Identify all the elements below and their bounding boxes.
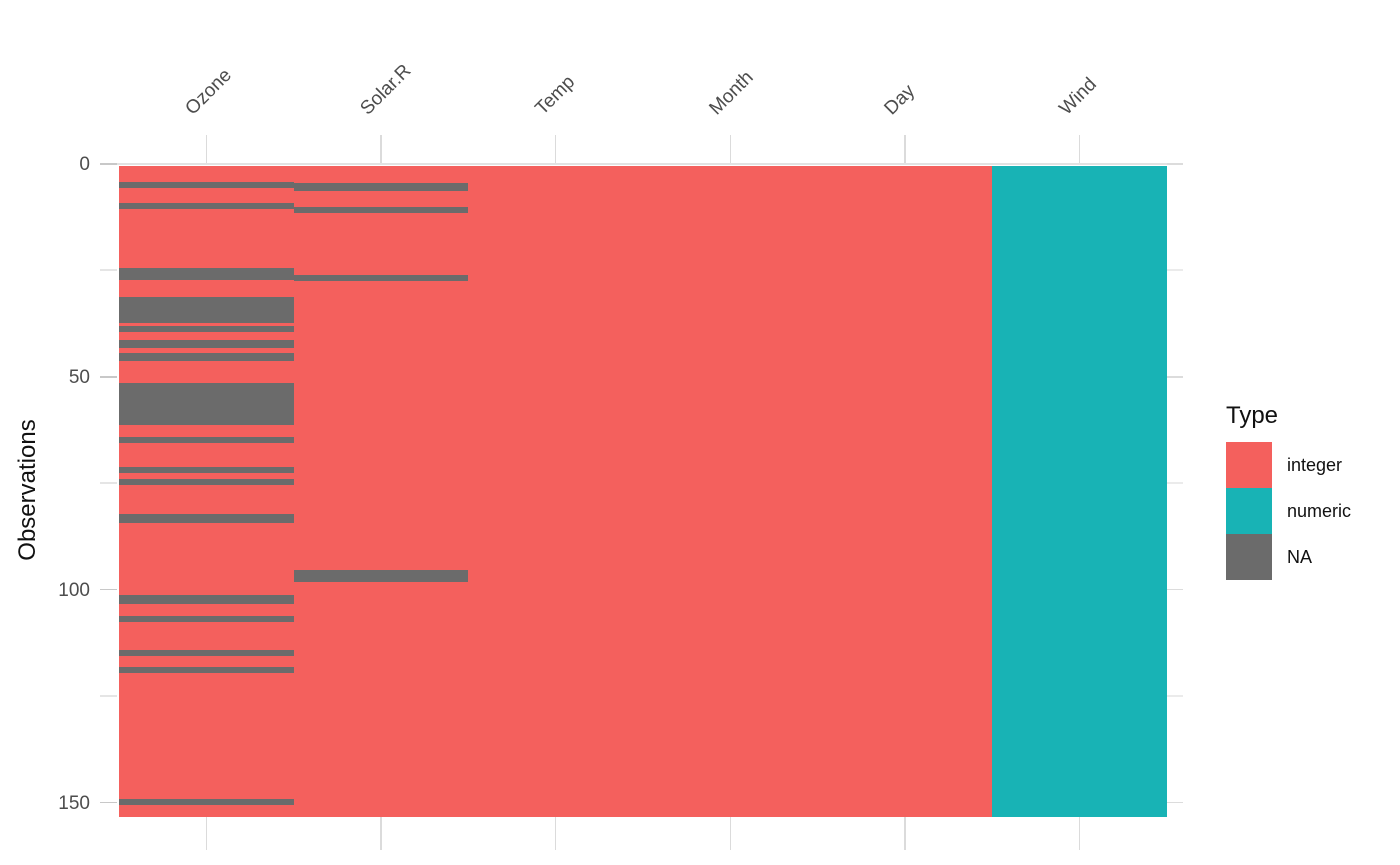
na-stripe-solarr-row-96: [293, 569, 469, 583]
legend-label-integer: integer: [1287, 454, 1343, 475]
x-axis-label-ozone: Ozone: [181, 64, 237, 120]
column-month-integer: [642, 165, 818, 817]
column-solarr-integer: [293, 165, 469, 817]
na-stripe-ozone-row-107: [119, 615, 294, 622]
legend-key-numeric: [1226, 488, 1272, 534]
column-ozone-integer: [119, 165, 294, 817]
na-stripe-ozone-row-42: [119, 339, 294, 349]
x-axis-top-tick: [729, 135, 732, 164]
y-axis-left-tick-minor: [100, 695, 117, 697]
x-axis-bottom-tick: [1078, 817, 1081, 850]
na-stripe-ozone-row-75: [119, 479, 294, 486]
na-stripe-ozone-row-83: [119, 514, 294, 523]
na-stripe-ozone-row-45: [119, 352, 294, 362]
legend: Type integer numeric NA: [1226, 402, 1351, 580]
y-axis-left-tick-minor: [100, 482, 117, 484]
gridline-right-strip-minor: [1166, 269, 1183, 272]
na-stripe-ozone-row-102: [119, 595, 294, 604]
legend-item-integer: integer: [1226, 442, 1351, 488]
na-stripe-ozone-row-39: [119, 326, 294, 333]
na-stripe-solarr-row-11: [293, 207, 469, 214]
column-day-integer: [817, 165, 993, 817]
y-axis-tick-label-150: 150: [58, 792, 90, 814]
x-axis-label-month: Month: [705, 67, 758, 120]
gridline-right-strip-minor: [1166, 695, 1183, 697]
na-stripe-solarr-row-5: [293, 182, 469, 192]
y-axis-tick-label-0: 0: [79, 153, 90, 175]
legend-title: Type: [1226, 402, 1279, 429]
y-axis-left-tick-major: [100, 801, 117, 804]
na-stripe-solarr-row-27: [293, 275, 469, 282]
legend-key-integer: [1226, 442, 1272, 488]
gridline-right-strip-major: [1166, 801, 1183, 804]
legend-label-numeric: numeric: [1287, 500, 1352, 521]
gridline-right-strip-major: [1166, 588, 1183, 591]
plot-panel: [119, 165, 1167, 817]
column-temp-integer: [468, 165, 643, 817]
legend-item-numeric: numeric: [1226, 488, 1351, 534]
y-axis-left-tick-major: [100, 588, 117, 591]
na-stripe-ozone-row-5: [119, 181, 294, 188]
na-stripe-ozone-row-10: [119, 202, 294, 209]
column-wind-numeric: [992, 165, 1167, 817]
legend-key-na: [1226, 534, 1272, 580]
gridline-right-strip-minor: [1166, 482, 1183, 484]
na-stripe-ozone-row-52: [119, 382, 294, 426]
gridline-right-strip-major: [1166, 162, 1183, 165]
x-axis-top-tick: [205, 135, 208, 164]
x-axis-bottom-tick: [729, 817, 732, 850]
na-stripe-ozone-row-25: [119, 267, 294, 281]
x-axis-bottom-tick: [904, 817, 906, 850]
x-axis-label-solarr: Solar.R: [356, 60, 416, 120]
legend-items: integer numeric NA: [1226, 442, 1351, 580]
x-axis-label-day: Day: [880, 80, 920, 120]
na-stripe-ozone-row-150: [119, 798, 294, 805]
x-axis-top-tick: [554, 135, 557, 164]
legend-item-na: NA: [1226, 534, 1351, 580]
x-axis-label-temp: Temp: [531, 71, 579, 120]
y-axis-left-tick-major: [100, 162, 117, 165]
y-axis-left-tick-major: [100, 375, 117, 378]
y-axis-tick-label-100: 100: [58, 579, 90, 601]
na-stripe-ozone-row-32: [119, 297, 294, 323]
x-axis-bottom-tick: [554, 817, 557, 850]
na-stripe-ozone-row-72: [119, 466, 294, 473]
x-axis-top-tick: [380, 135, 382, 164]
na-stripe-ozone-row-115: [119, 649, 294, 656]
na-stripe-ozone-row-119: [119, 666, 294, 673]
y-axis-left-tick-minor: [100, 269, 117, 272]
x-axis-top-tick: [1078, 135, 1081, 164]
y-axis-title: Observations: [14, 419, 41, 561]
x-axis-top-tick: [904, 135, 906, 164]
x-axis-label-wind: Wind: [1055, 73, 1101, 120]
legend-label-na: NA: [1287, 546, 1313, 567]
x-axis-bottom-tick: [205, 817, 208, 850]
na-stripe-ozone-row-65: [119, 436, 294, 443]
gridline-y-0: [101, 162, 1183, 165]
x-axis-bottom-tick: [380, 817, 382, 850]
gridline-right-strip-major: [1166, 375, 1183, 378]
y-axis-tick-label-50: 50: [68, 366, 90, 388]
